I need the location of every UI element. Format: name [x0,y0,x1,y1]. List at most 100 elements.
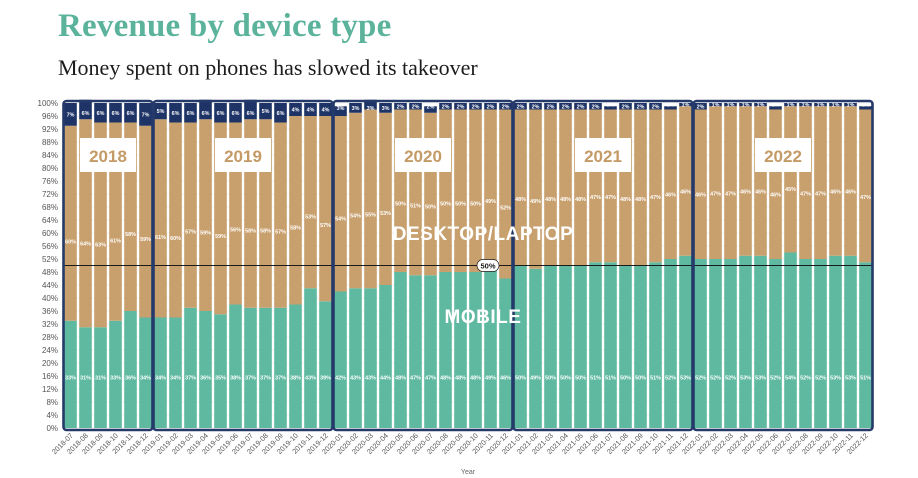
bar-segment-mobile [634,265,647,428]
data-label-mobile: 47% [410,375,421,381]
data-label-other: 1% [682,103,690,109]
year-label-box-2020 [395,138,451,172]
data-label-desktop: 46% [695,193,706,199]
bar-segment-other [679,103,692,107]
data-label-mobile: 53% [755,375,766,381]
data-label-mobile: 52% [665,375,676,381]
bar-segment-mobile [244,307,257,428]
bar-segment-other [199,99,212,120]
data-label-other: 6% [217,111,225,117]
y-tick-label: 68% [42,203,58,212]
data-label-mobile: 48% [470,375,481,381]
bar-segment-other [829,103,842,107]
bar-segment-desktop [154,119,167,318]
data-label-desktop: 60% [170,236,181,242]
bar-segment-desktop [94,122,107,328]
bar-segment-desktop [289,116,302,305]
bar-segment-other [274,103,287,123]
bar-segment-desktop [604,109,617,263]
data-label-mobile: 54% [785,375,796,381]
bar-segment-other [139,103,152,126]
data-label-other: 6% [247,111,255,117]
data-label-desktop: 47% [605,195,616,201]
bar-segment-other [784,103,797,107]
data-label-other: 4% [292,108,300,114]
bar-segment-desktop [844,106,857,256]
y-tick-label: 16% [42,372,58,381]
bar-segment-mobile [589,262,602,428]
data-label-desktop: 45% [785,187,796,193]
bar-segment-mobile [664,259,677,428]
y-tick-label: 64% [42,216,58,225]
data-label-desktop: 48% [515,197,526,203]
reference-line-50: 50% [63,259,873,272]
bar-segment-other [109,103,122,123]
bar-segment-mobile [619,265,632,428]
data-label-other: 6% [172,111,180,117]
y-tick-label: 8% [46,398,58,407]
bar-segment-other [619,103,632,110]
data-label-desktop: 46% [665,193,676,199]
bar-segment-mobile [424,275,437,428]
bar-segment-other [304,103,317,116]
bar-segment-mobile [469,272,482,428]
data-label-desktop: 51% [410,204,421,210]
bar-segment-mobile [814,259,827,428]
bar-segment-other [154,103,167,120]
data-label-mobile: 48% [440,375,451,381]
data-label-other: 1% [727,103,735,109]
bar-segment-other [739,103,752,107]
bar-segment-desktop [379,112,392,285]
bar-segment-other [259,103,272,120]
data-label-other: 2% [562,104,570,110]
year-groups: 2018 2019 2020 2021 2022 [62,99,874,432]
bar-segment-other [694,103,707,110]
bar-segment-mobile [439,272,452,428]
data-label-mobile: 35% [215,375,226,381]
data-label-other: 2% [547,104,555,110]
data-label-desktop: 53% [305,214,316,220]
data-label-other: 2% [592,104,600,110]
data-label-desktop: 52% [500,206,511,212]
data-label-mobile: 37% [185,375,196,381]
bar-segment-other [754,103,767,107]
year-group-box-2022 [692,99,874,432]
bar-segment-desktop [724,106,737,259]
bar-segment-other [499,103,512,110]
bar-segment-other [229,103,242,123]
bar-segment-mobile [739,255,752,428]
data-label-desktop: 54% [350,213,361,219]
bar-segment-mobile [574,265,587,428]
data-label-other: 2% [502,104,510,110]
data-label-desktop: 64% [80,242,91,248]
data-label-desktop: 50% [440,201,451,207]
data-label-desktop: 47% [710,192,721,198]
data-label-mobile: 37% [245,375,256,381]
data-label-other: 7% [67,112,75,118]
bar-segment-mobile [724,259,737,428]
data-label-other: 6% [202,111,210,117]
bar-segment-desktop [784,106,797,253]
bar-segment-mobile [604,262,617,428]
data-label-other: 2% [577,104,585,110]
data-label-mobile: 50% [635,375,646,381]
data-label-desktop: 59% [140,237,151,243]
data-label-desktop: 46% [740,189,751,195]
chart-data-labels: 33% 60% 7% 31% 64% 6% 31% 63% 6% 33% 61% 6% 36% 58% 6%… [65,103,871,382]
data-label-desktop: 63% [95,243,106,249]
bar-segment-desktop [589,109,602,263]
data-label-desktop: 54% [335,217,346,223]
bar-segment-mobile [64,320,77,428]
bar-segment-desktop [424,112,437,276]
bar-segment-other [289,103,302,116]
bar-segment-desktop [649,109,662,263]
bar-segment-desktop [184,122,197,308]
data-label-mobile: 52% [710,375,721,381]
data-label-other: 2% [427,104,435,110]
bar-segment-desktop [304,116,317,289]
data-label-other: 1% [847,103,855,109]
annotation-desktop-laptop: DESKTOP/LAPTOP [393,224,574,245]
series-annotations: DESKTOP/LAPTOP MOBILE [393,224,574,328]
data-label-desktop: 47% [815,192,826,198]
